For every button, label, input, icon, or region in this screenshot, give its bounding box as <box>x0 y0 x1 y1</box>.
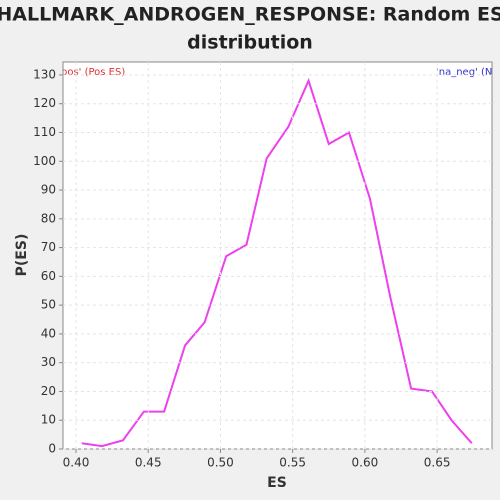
legend-label: pos' (Pos ES) <box>61 67 125 78</box>
y-tick-label: 110 <box>33 125 56 139</box>
y-tick-label: 120 <box>33 96 56 110</box>
x-axis-label: ES <box>267 475 287 491</box>
y-tick-label: 10 <box>41 413 56 427</box>
x-tick-label: 0.50 <box>207 456 234 470</box>
x-tick-label: 0.40 <box>63 456 90 470</box>
chart-title: distribution <box>187 32 313 54</box>
y-tick-label: 20 <box>41 384 56 398</box>
chart-title: HALLMARK_ANDROGEN_RESPONSE: Random ES <box>0 4 500 26</box>
legend-label: 'na_neg' (Ne <box>436 67 499 78</box>
y-tick-label: 70 <box>41 240 56 254</box>
plot-area <box>62 61 493 450</box>
line <box>81 77 473 448</box>
y-tick-label: 100 <box>33 154 56 168</box>
x-tick-label: 0.55 <box>279 456 306 470</box>
y-tick-label: 50 <box>41 298 56 312</box>
y-tick-label: 40 <box>41 326 56 340</box>
y-tick-label: 0 <box>48 442 56 456</box>
x-tick-label: 0.60 <box>352 456 379 470</box>
y-tick-label: 30 <box>41 355 56 369</box>
y-tick-label: 60 <box>41 269 56 283</box>
y-tick-label: 130 <box>33 67 56 81</box>
y-tick-label: 90 <box>41 183 56 197</box>
y-tick-label: 80 <box>41 211 56 225</box>
x-tick-label: 0.45 <box>135 456 162 470</box>
y-axis-label: P(ES) <box>14 234 30 277</box>
x-tick-label: 0.65 <box>424 456 451 470</box>
